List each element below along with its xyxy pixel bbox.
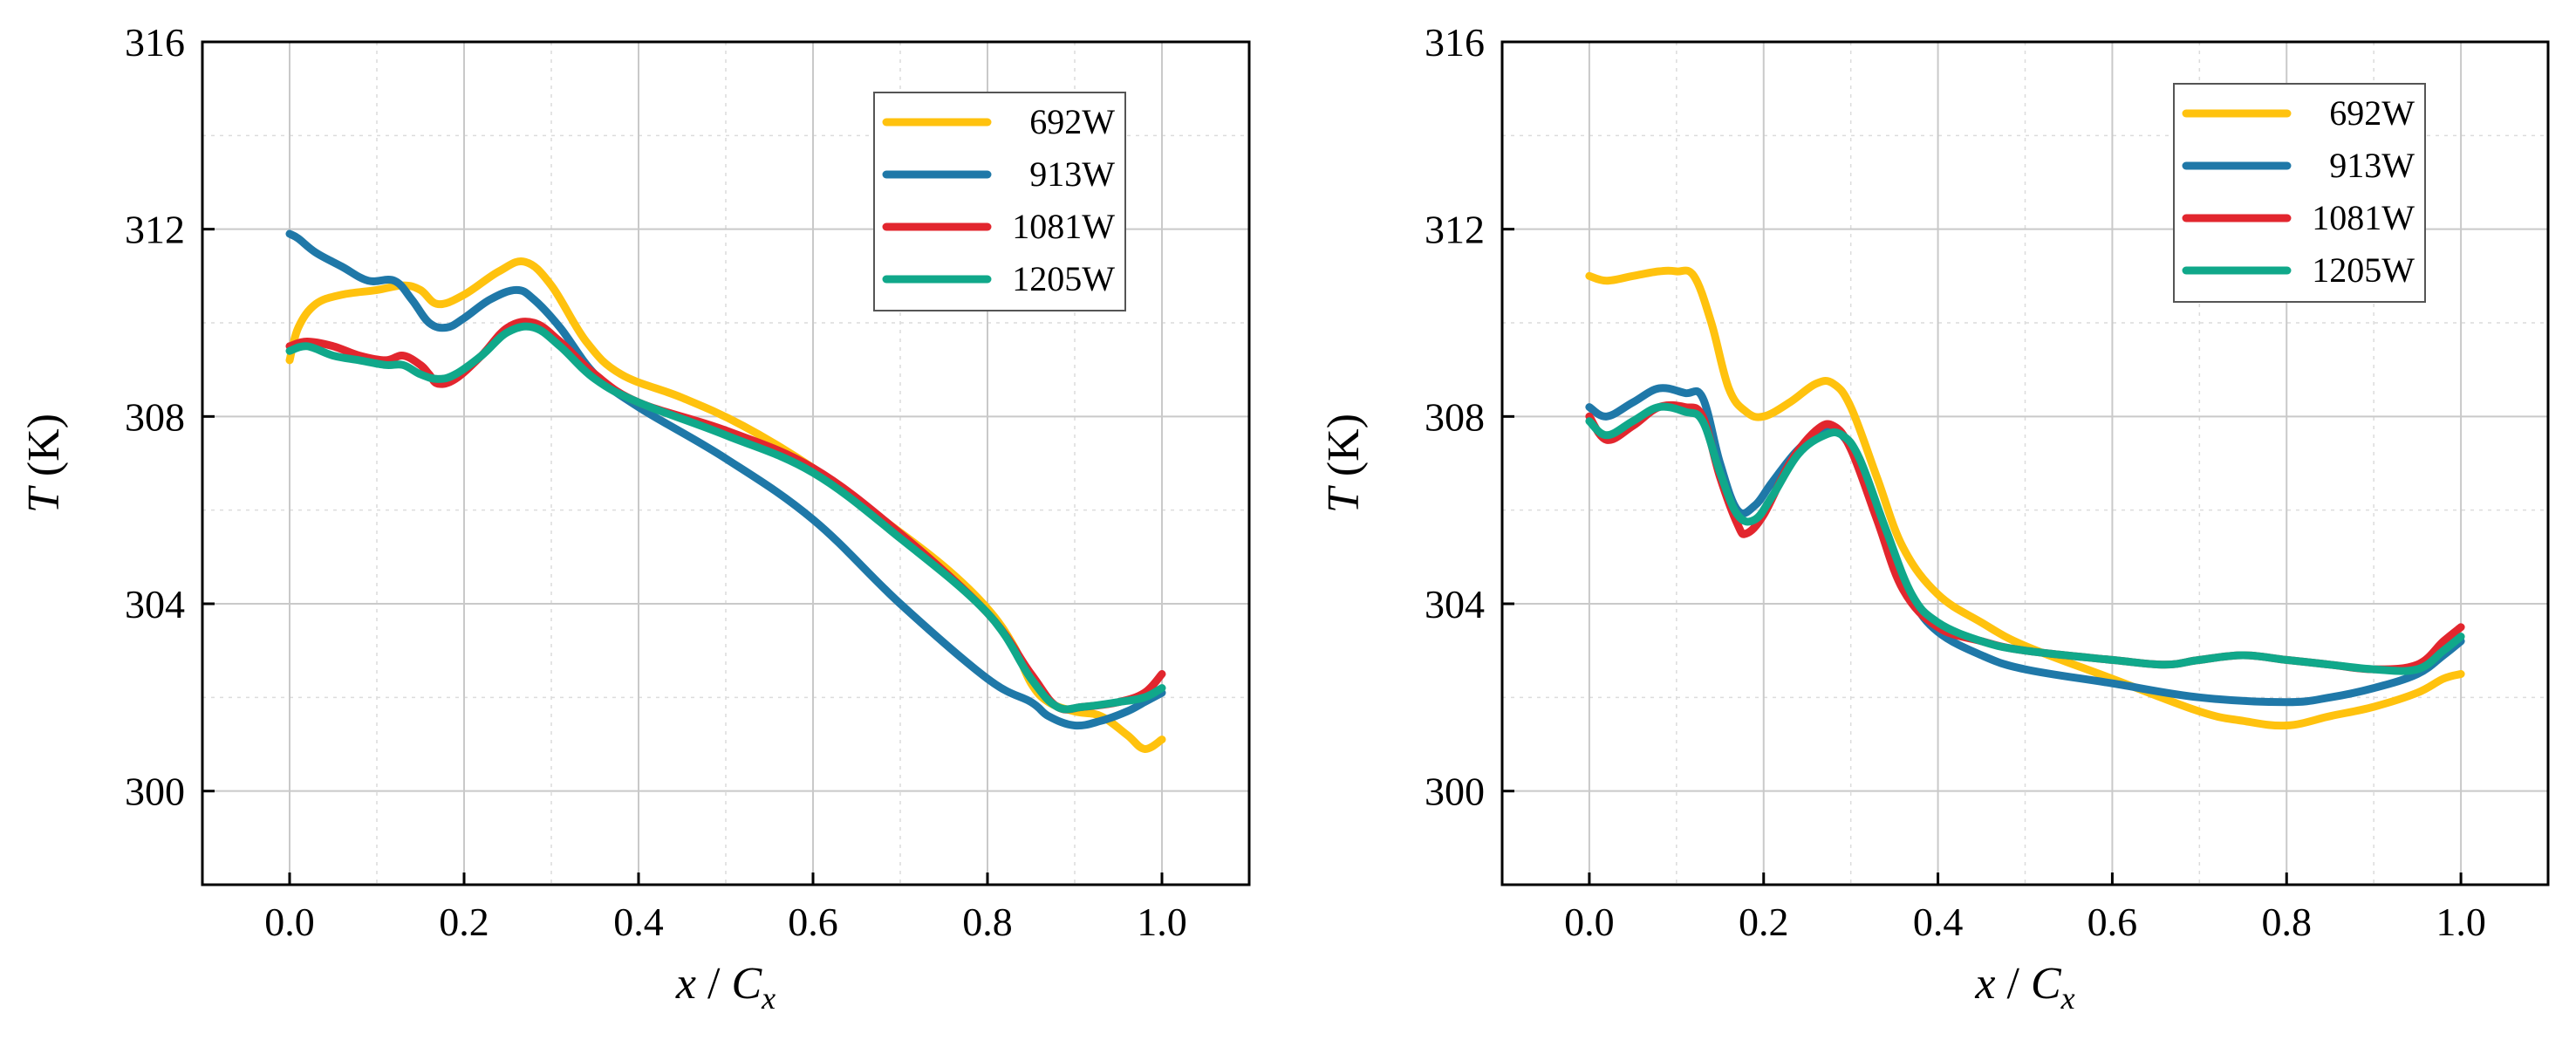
plot-frame (1500, 40, 2550, 886)
y-tick-label: 308 (1425, 394, 1485, 439)
legend-label-692W: 692W (2329, 93, 2415, 133)
legend-label-692W: 692W (1029, 102, 1115, 141)
legend-label-1081W: 1081W (2312, 198, 2415, 237)
legend-label-1205W: 1205W (1012, 259, 1115, 298)
y-tick-label: 300 (125, 770, 185, 814)
legend-label-913W: 913W (1029, 154, 1115, 194)
y-tick-label: 316 (1425, 20, 1485, 65)
y-tick-label: 308 (125, 394, 185, 439)
chart-left: 0.0 0.2 0.4 0.6 0.8 1.0 300 304 308 312 316 x / Cx T… (19, 20, 1251, 1016)
series-group (285, 229, 1166, 753)
x-tick-label: 0.2 (439, 900, 489, 944)
x-axis-label: x / Cx (1974, 959, 2074, 1016)
series-line-1205W (285, 322, 1166, 714)
y-tick-label: 316 (125, 20, 185, 65)
x-tick-label: 0.6 (788, 900, 838, 944)
legend: 692W 913W 1081W 1205W (2173, 83, 2426, 303)
x-tick-label: 0.0 (1564, 900, 1615, 944)
series-line-1205W (1585, 402, 2465, 675)
legend: 692W 913W 1081W 1205W (873, 92, 1126, 311)
plot-frame (201, 40, 1251, 886)
legend-label-1081W: 1081W (1012, 207, 1115, 246)
x-tick-label: 1.0 (2436, 900, 2486, 944)
y-tick-label: 304 (125, 582, 185, 626)
y-axis-label: T (K) (1319, 414, 1369, 513)
x-tick-label: 0.4 (1913, 900, 1964, 944)
x-tick-label: 0.0 (264, 900, 315, 944)
x-tick-label: 0.8 (962, 900, 1013, 944)
y-tick-label: 312 (125, 208, 185, 252)
x-tick-label: 0.8 (2262, 900, 2313, 944)
x-axis-label: x / Cx (675, 959, 776, 1016)
y-axis-label: T (K) (19, 414, 69, 513)
ticks: 0.0 0.2 0.4 0.6 0.8 1.0 300 304 308 312 316 (1425, 20, 2486, 944)
legend-box (2173, 83, 2426, 303)
x-tick-label: 1.0 (1137, 900, 1187, 944)
y-tick-label: 304 (1425, 582, 1485, 626)
ticks: 0.0 0.2 0.4 0.6 0.8 1.0 300 304 308 312 316 (125, 20, 1187, 944)
series-group (1585, 266, 2465, 730)
legend-label-1205W: 1205W (2312, 250, 2415, 290)
x-tick-label: 0.6 (2087, 900, 2138, 944)
series-line-692W (1585, 266, 2465, 730)
x-tick-label: 0.4 (613, 900, 664, 944)
legend-label-913W: 913W (2329, 146, 2415, 185)
y-tick-label: 300 (1425, 770, 1485, 814)
y-tick-label: 312 (1425, 208, 1485, 252)
x-tick-label: 0.2 (1739, 900, 1789, 944)
chart-right: 0.0 0.2 0.4 0.6 0.8 1.0 300 304 308 312 316 x / Cx T… (1319, 20, 2550, 1016)
legend-box (873, 92, 1126, 311)
